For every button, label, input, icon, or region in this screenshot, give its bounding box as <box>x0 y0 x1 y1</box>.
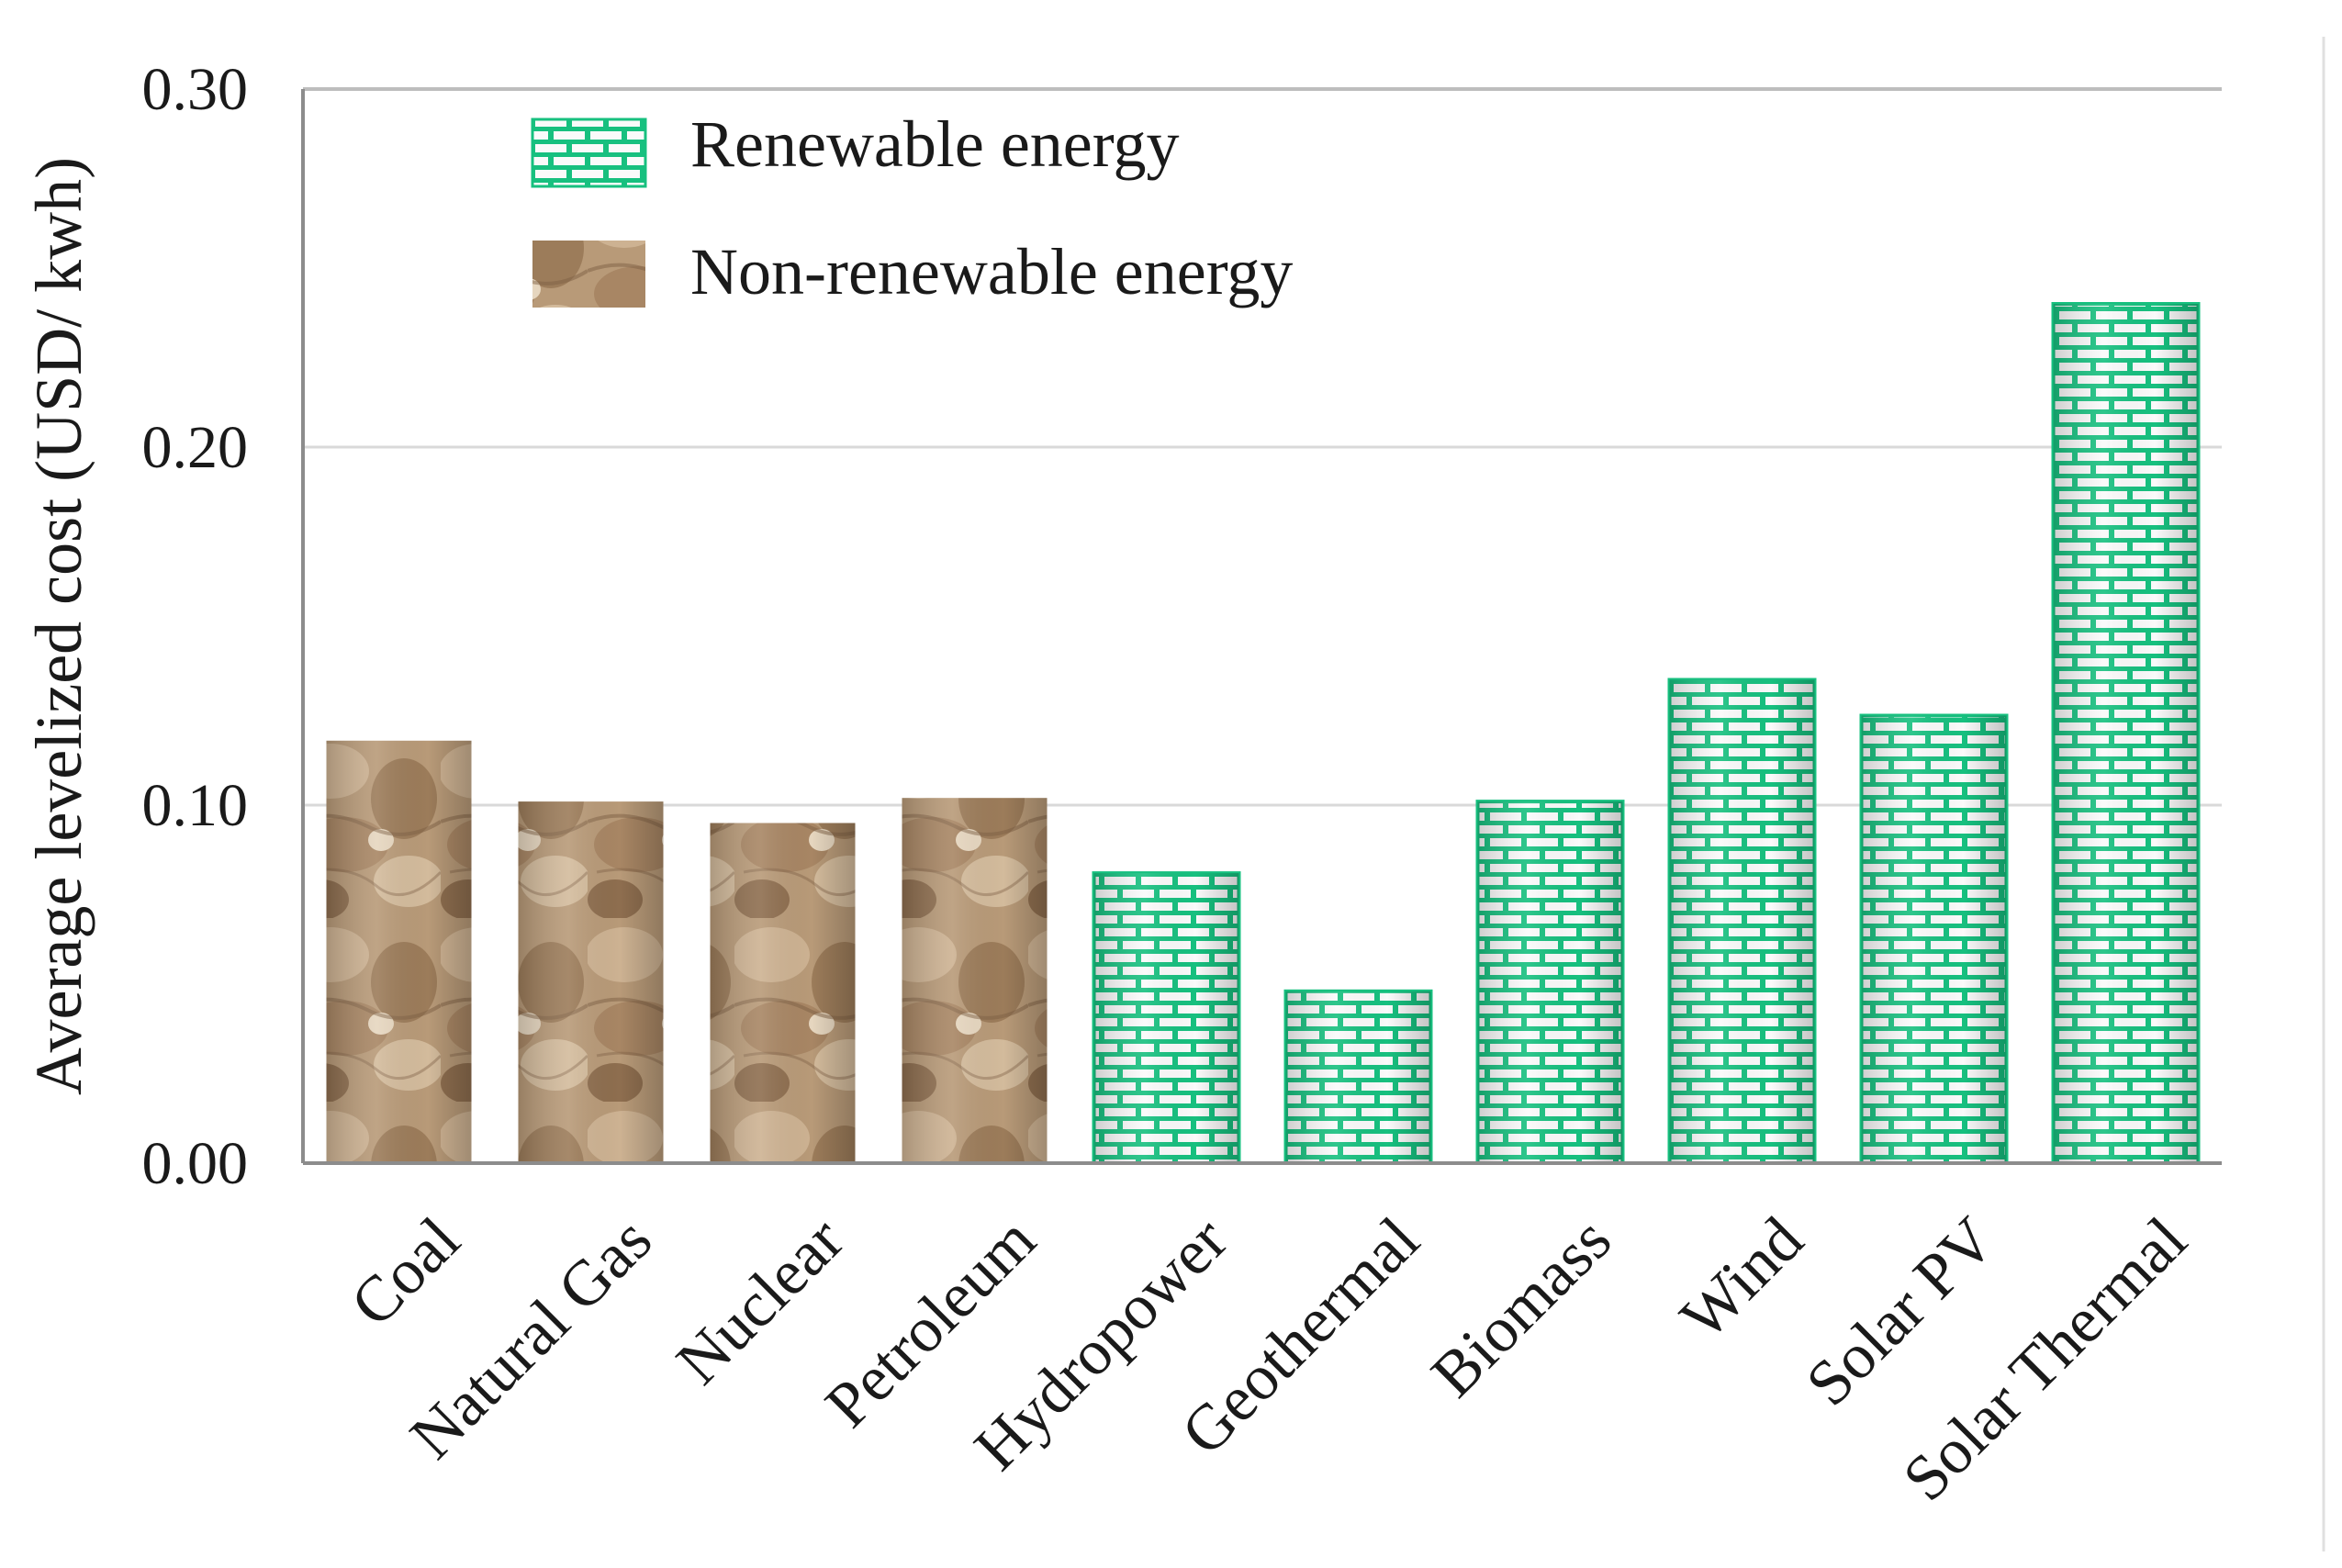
bar-shading <box>2053 304 2199 1163</box>
bar-shading <box>1861 715 2007 1163</box>
bar-shading <box>518 801 664 1163</box>
bars <box>326 302 2201 1166</box>
bar-shading <box>1669 679 1815 1163</box>
legend-label-renewable: Renewable energy <box>690 107 1179 181</box>
y-tick-label: 0.30 <box>142 56 249 123</box>
x-tick-label: Wind <box>1667 1204 1816 1353</box>
y-tick-label: 0.10 <box>142 772 249 839</box>
axes <box>301 37 2325 1551</box>
x-tick-label: Coal <box>338 1204 474 1340</box>
legend-label-nonrenewable: Non-renewable energy <box>690 235 1293 308</box>
legend-swatch-nonrenewable <box>532 241 645 308</box>
x-tick-label: Biomass <box>1418 1204 1625 1411</box>
bar-shading <box>902 798 1048 1163</box>
bar-shading <box>1285 991 1431 1163</box>
x-tick-label: Nuclear <box>664 1204 857 1398</box>
y-axis-title: Average levelized cost (USD/ kwh) <box>22 157 95 1095</box>
legend: Renewable energy Non-renewable energy <box>531 107 1293 308</box>
bar-shading <box>710 823 856 1163</box>
legend-swatch-renewable <box>531 118 647 188</box>
bar-shading <box>1093 873 1239 1163</box>
y-tick-label: 0.20 <box>142 414 249 481</box>
bar-shading <box>326 740 472 1163</box>
y-tick-label: 0.00 <box>142 1130 249 1197</box>
y-tick-labels: 0.00 0.10 0.20 0.30 <box>142 56 249 1197</box>
bar-shading <box>1477 801 1623 1163</box>
